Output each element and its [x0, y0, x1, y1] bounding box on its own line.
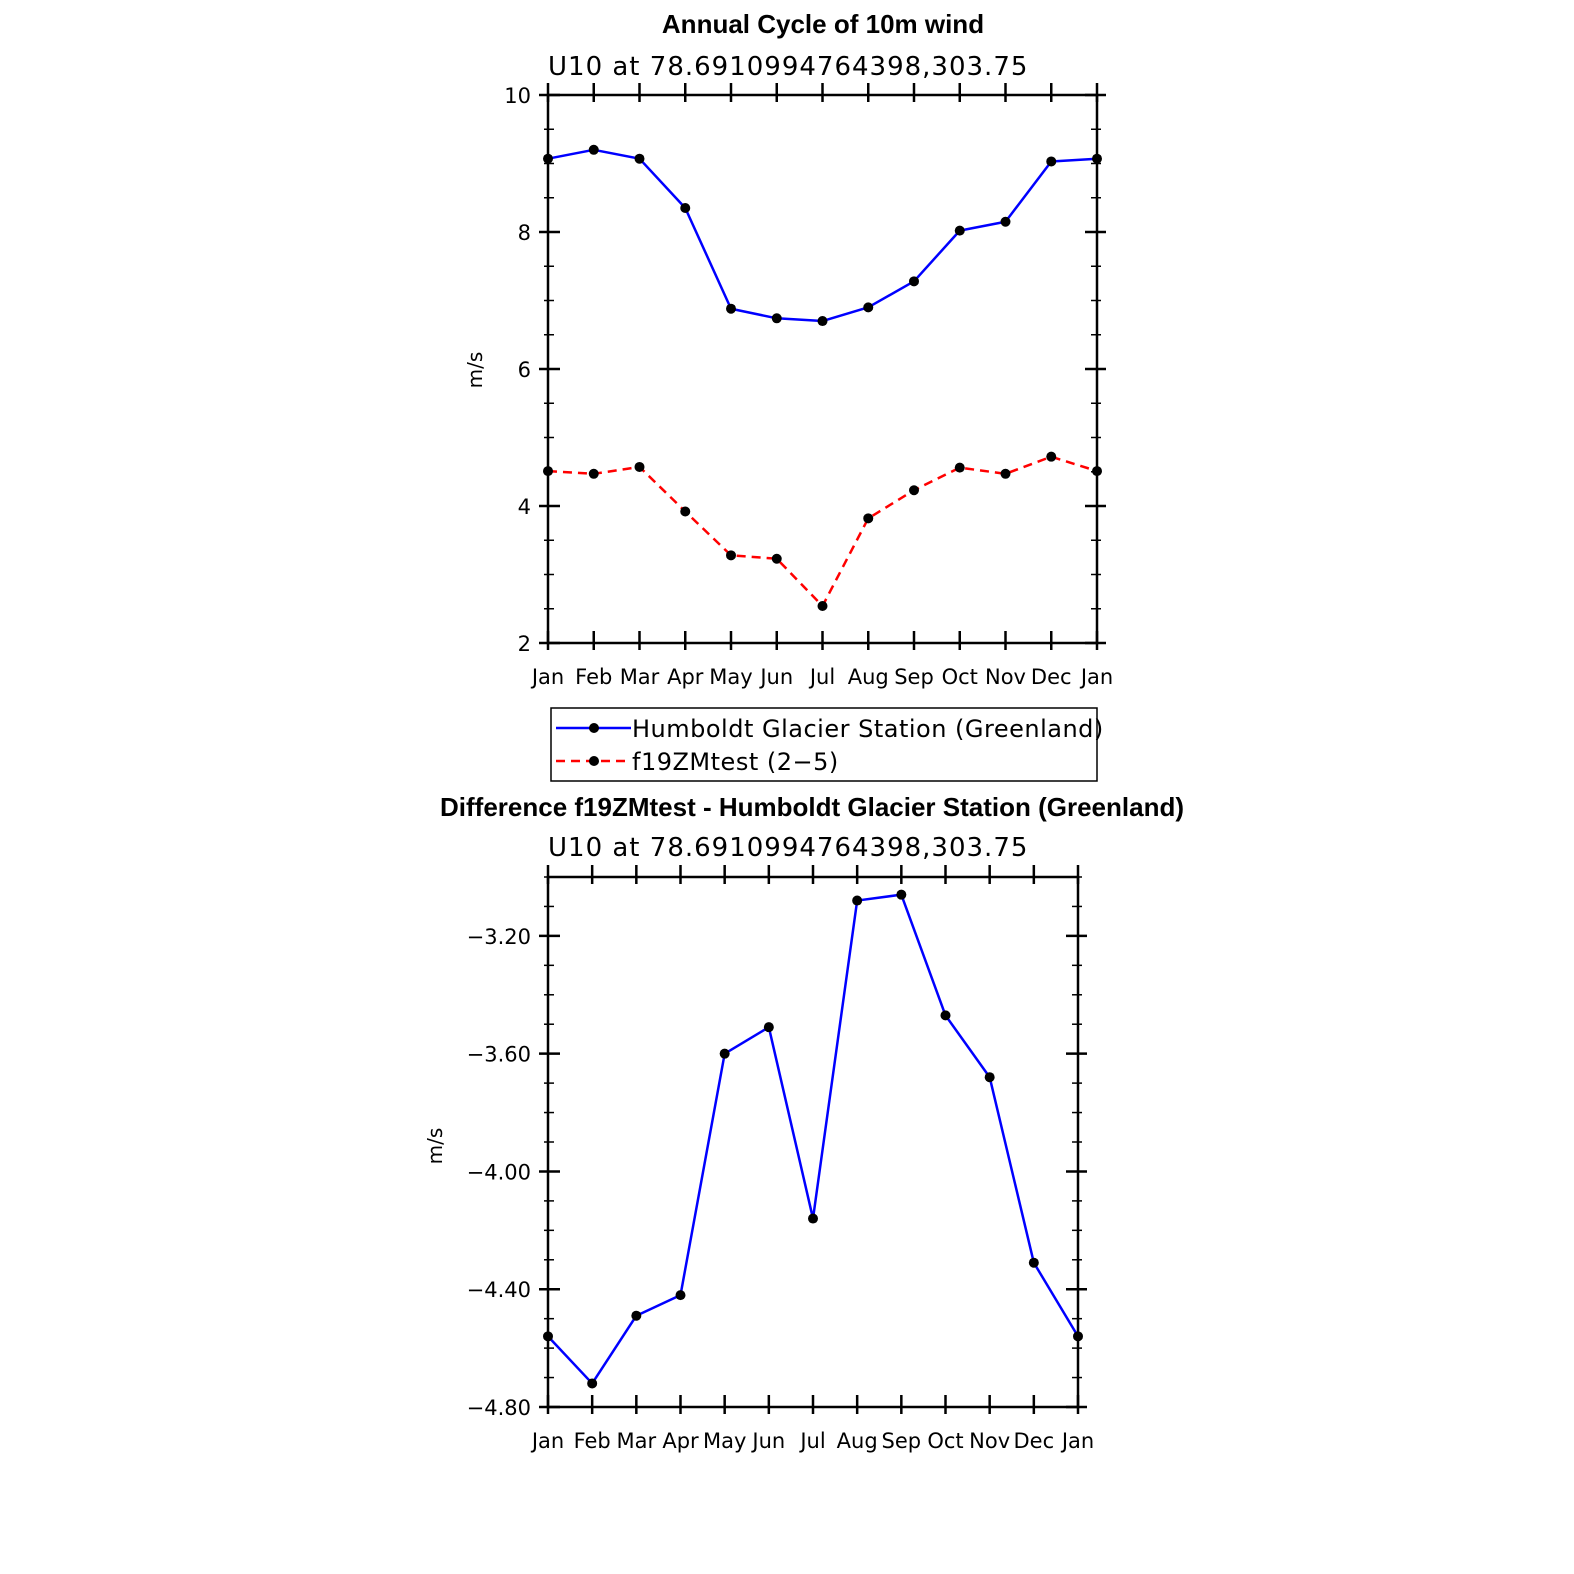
data-point — [763, 1022, 774, 1033]
y-tick-label: 2 — [518, 632, 531, 656]
data-point — [1092, 153, 1102, 164]
x-tick-label: Sep — [894, 665, 934, 689]
x-tick-label: Mar — [620, 665, 660, 689]
legend: Humboldt Glacier Station (Greenland) f19… — [550, 707, 1104, 782]
data-point — [543, 1331, 553, 1342]
x-tick-label: Jan — [530, 665, 564, 689]
data-point — [909, 276, 919, 287]
legend-label-humboldt: Humboldt Glacier Station (Greenland) — [632, 715, 1104, 743]
legend-marker-humboldt — [589, 723, 599, 733]
x-tick-label: Aug — [848, 665, 889, 689]
data-point — [863, 302, 874, 313]
data-point — [771, 553, 782, 564]
x-tick-label: Jan — [1060, 1429, 1094, 1453]
series-line — [547, 148, 1098, 323]
x-tick-label: Aug — [837, 1429, 878, 1453]
x-tick-label: Jan — [530, 1429, 564, 1453]
x-tick-label: Oct — [942, 665, 978, 689]
y-tick-label: 10 — [504, 84, 531, 108]
x-tick-label: Jan — [1079, 665, 1113, 689]
x-tick-label: Sep — [882, 1429, 922, 1453]
data-point — [726, 550, 736, 561]
data-point — [896, 889, 907, 900]
y-axis-label: m/s — [423, 1128, 447, 1165]
y-tick-label: 4 — [518, 495, 531, 519]
data-point — [817, 601, 828, 612]
chart-title: Annual Cycle of 10m wind — [662, 9, 984, 39]
y-tick-label: −4.80 — [467, 1396, 531, 1420]
chart-subtitle: U10 at 78.6910994764398,303.75 — [548, 833, 1028, 863]
data-point — [588, 144, 599, 155]
data-point — [1046, 451, 1057, 462]
data-point — [543, 466, 553, 477]
x-tick-label: Nov — [969, 1429, 1010, 1453]
x-tick-label: Feb — [575, 665, 612, 689]
series-line — [547, 455, 1098, 608]
x-tick-label: Jul — [808, 665, 835, 689]
x-tick-label: Apr — [667, 665, 704, 689]
x-tick-label: Dec — [1031, 665, 1072, 689]
annual-cycle-chart: Annual Cycle of 10m wind U10 at 78.69109… — [463, 9, 1113, 689]
data-point — [808, 1213, 818, 1224]
y-tick-label: −3.60 — [467, 1043, 531, 1067]
data-point — [954, 462, 965, 473]
legend-box — [550, 707, 1098, 782]
data-point — [984, 1072, 995, 1083]
x-tick-label: May — [703, 1429, 746, 1453]
y-tick-label: 8 — [518, 221, 531, 245]
x-tick-label: Dec — [1014, 1429, 1055, 1453]
y-tick-label: −3.20 — [467, 925, 531, 949]
plot-area: Jan Feb Mar Apr May Jun Jul Aug Sep Oct Nov Dec Jan 2… — [504, 83, 1113, 689]
data-point — [909, 485, 919, 496]
x-tick-label: Jun — [758, 665, 793, 689]
legend-marker-f19zmtest — [589, 756, 599, 766]
x-tick-label: May — [709, 665, 752, 689]
x-tick-label: Mar — [617, 1429, 657, 1453]
data-point — [1046, 156, 1057, 167]
data-point — [719, 1048, 730, 1059]
data-point — [771, 313, 782, 324]
data-point — [587, 1378, 598, 1389]
data-point — [680, 203, 691, 214]
data-point — [852, 895, 863, 906]
data-point — [634, 461, 645, 472]
data-point — [726, 303, 736, 314]
series-line — [547, 893, 1080, 1385]
data-point — [1092, 466, 1102, 477]
x-tick-label: Feb — [574, 1429, 611, 1453]
y-axis-label: m/s — [463, 352, 487, 389]
x-tick-label: Apr — [662, 1429, 699, 1453]
data-point — [954, 225, 965, 236]
data-point — [680, 506, 691, 517]
legend-label-f19zmtest: f19ZMtest (2−5) — [632, 748, 839, 776]
data-point — [940, 1010, 951, 1021]
chart-title: Difference f19ZMtest - Humboldt Glacier … — [440, 792, 1184, 822]
y-tick-label: 6 — [518, 358, 531, 382]
data-point — [631, 1310, 642, 1321]
data-point — [543, 153, 553, 164]
data-point — [1000, 468, 1011, 479]
plot-area: Jan Feb Mar Apr May Jun Jul Aug Sep Oct Nov Dec Jan−… — [467, 865, 1094, 1453]
y-tick-label: −4.00 — [467, 1160, 531, 1184]
x-tick-label: Oct — [927, 1429, 963, 1453]
data-point — [588, 468, 599, 479]
data-point — [675, 1290, 686, 1301]
data-point — [817, 316, 828, 327]
data-point — [1028, 1257, 1039, 1268]
x-tick-label: Jun — [750, 1429, 785, 1453]
data-point — [1073, 1331, 1083, 1342]
data-point — [863, 513, 874, 524]
x-tick-label: Jul — [798, 1429, 825, 1453]
data-point — [1000, 216, 1011, 227]
chart-subtitle: U10 at 78.6910994764398,303.75 — [548, 52, 1028, 82]
data-point — [634, 153, 645, 164]
x-tick-label: Nov — [985, 665, 1026, 689]
plot-frame — [546, 93, 1099, 645]
difference-chart: Difference f19ZMtest - Humboldt Glacier … — [423, 792, 1184, 1453]
y-tick-label: −4.40 — [467, 1278, 531, 1302]
